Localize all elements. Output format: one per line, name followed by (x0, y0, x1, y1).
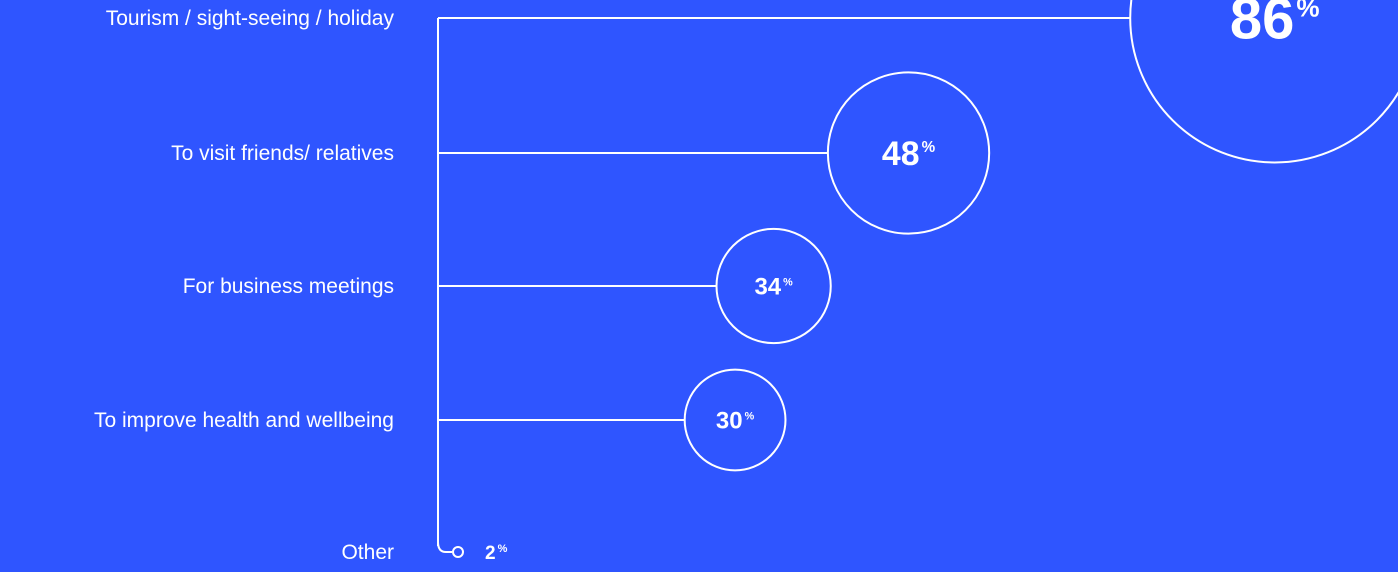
bubble-3 (683, 368, 787, 472)
category-label-4: Other (341, 541, 394, 564)
value-label-1: 48% (882, 135, 936, 173)
value-label-4: 2% (485, 543, 508, 564)
connector-line-4 (437, 541, 452, 553)
labels-layer: Tourism / sight-seeing / holiday 86% To vi… (94, 0, 1320, 564)
bubble-1 (826, 71, 991, 235)
category-label-3: To improve health and wellbeing (94, 409, 394, 432)
bubble-2 (715, 227, 832, 345)
marks-layer (437, 0, 1398, 558)
bubble-4 (452, 546, 464, 558)
category-label-0: Tourism / sight-seeing / holiday (106, 7, 395, 30)
category-label-2: For business meetings (183, 275, 394, 298)
value-label-3: 30% (716, 407, 755, 434)
value-label-2: 34% (754, 273, 793, 300)
bubble-0 (1129, 0, 1398, 164)
value-label-0: 86% (1230, 0, 1320, 51)
category-label-1: To visit friends/ relatives (171, 142, 394, 165)
